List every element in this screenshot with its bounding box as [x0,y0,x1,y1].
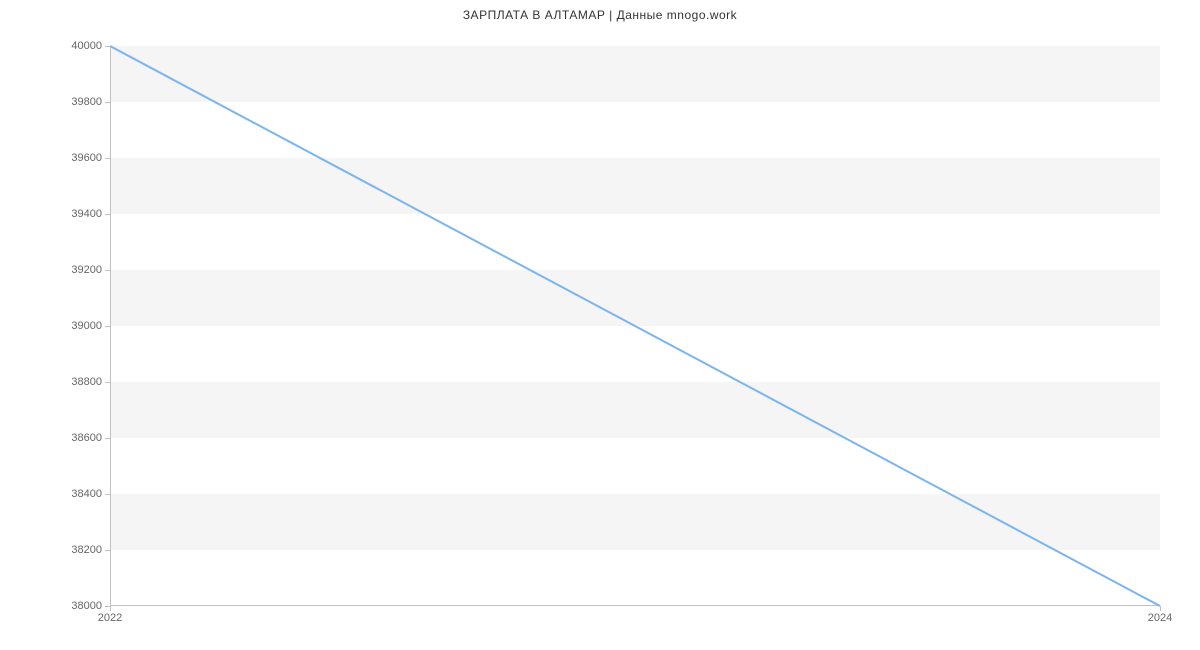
plot-area: 3800038200384003860038800390003920039400… [110,46,1160,606]
y-axis-label: 39600 [52,152,102,164]
x-tick [1160,606,1161,611]
y-axis-label: 38400 [52,488,102,500]
y-axis-label: 38800 [52,376,102,388]
x-axis-label: 2024 [1148,612,1172,624]
chart-title: ЗАРПЛАТА В АЛТАМАР | Данные mnogo.work [0,0,1200,22]
line-layer [110,46,1160,606]
y-axis-label: 38600 [52,432,102,444]
y-axis-label: 39200 [52,264,102,276]
y-axis-label: 39800 [52,96,102,108]
x-axis-label: 2022 [98,612,122,624]
series-line [110,46,1160,606]
y-axis-label: 40000 [52,40,102,52]
y-axis-label: 38200 [52,544,102,556]
y-axis-label: 39000 [52,320,102,332]
x-tick [110,606,111,611]
y-axis-label: 38000 [52,600,102,612]
y-axis-label: 39400 [52,208,102,220]
